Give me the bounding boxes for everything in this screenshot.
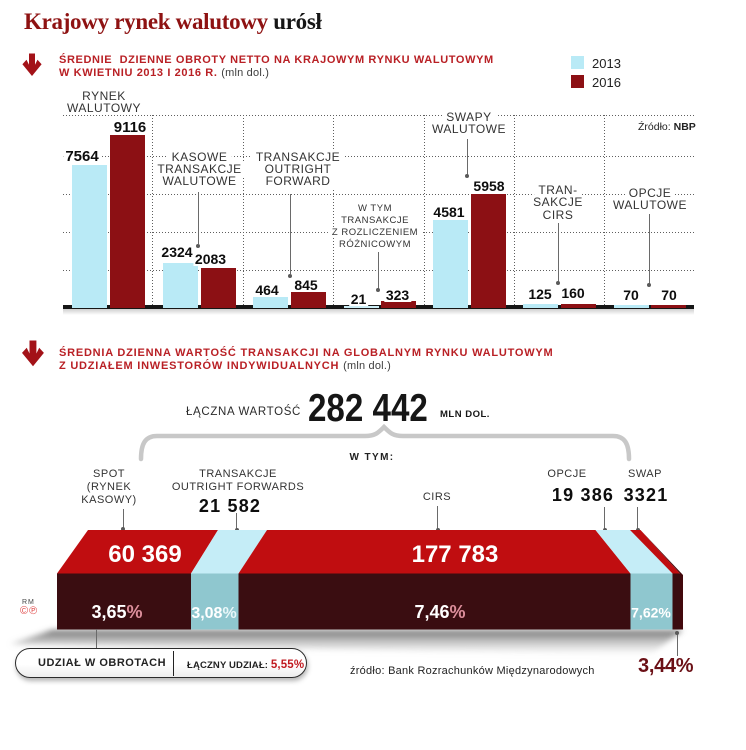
svg-text:7,62%: 7,62%: [631, 605, 671, 621]
svg-text:3,08%: 3,08%: [191, 605, 236, 622]
svg-text:7,46%: 7,46%: [414, 602, 465, 622]
svg-text:60 369: 60 369: [108, 541, 181, 568]
svg-text:3,65%: 3,65%: [91, 602, 142, 622]
svg-text:177 783: 177 783: [412, 541, 499, 568]
